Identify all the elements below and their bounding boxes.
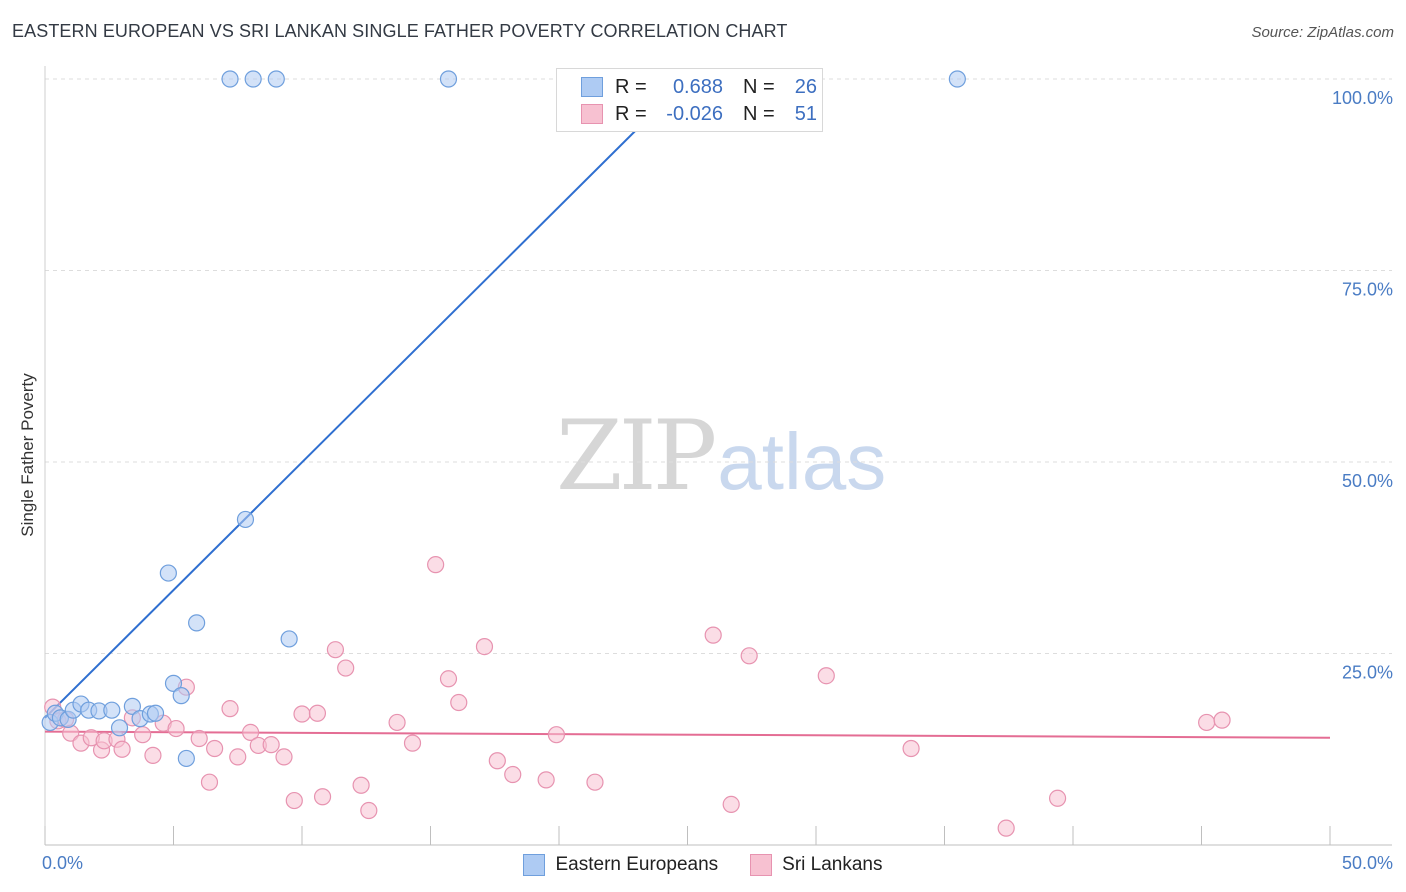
- point-sri-lankan: [439, 670, 458, 688]
- watermark-zip: ZIP: [556, 400, 717, 512]
- series-legend-eastern-europeans[interactable]: Eastern Europeans: [523, 854, 718, 876]
- point-sri-lankan: [313, 788, 332, 806]
- axes: [44, 66, 1392, 846]
- point-sri-lankan: [308, 704, 327, 722]
- y-tick-label: 100.0%: [1332, 88, 1393, 108]
- point-eastern-european: [177, 749, 195, 768]
- series-legend-sri-lankans[interactable]: Sri Lankans: [750, 854, 883, 876]
- series-swatch-pink: [750, 854, 773, 876]
- point-sri-lankan: [586, 773, 604, 791]
- point-sri-lankan: [221, 700, 239, 718]
- point-eastern-european: [146, 704, 165, 722]
- point-sri-lankan: [504, 765, 522, 784]
- legend-n-value: 51: [794, 102, 817, 125]
- trend-line-sri-lankans: [44, 730, 1331, 739]
- series-legend-label: Eastern Europeans: [555, 854, 719, 875]
- legend-r-label: R =: [615, 75, 647, 98]
- point-sri-lankan: [403, 734, 422, 752]
- point-sri-lankan: [817, 667, 835, 685]
- source-credit: Source: ZipAtlas.com: [1251, 24, 1394, 41]
- point-eastern-european: [280, 630, 298, 648]
- point-sri-lankan: [134, 726, 152, 744]
- point-sri-lankan: [450, 693, 468, 712]
- point-eastern-european: [244, 70, 262, 88]
- point-sri-lankan: [902, 739, 920, 758]
- point-sri-lankan: [167, 719, 185, 738]
- watermark-atlas: atlas: [717, 417, 887, 506]
- y-tick-label: 50.0%: [1342, 471, 1393, 491]
- series-legend-label: Sri Lankans: [782, 854, 883, 875]
- point-sri-lankan: [200, 773, 219, 791]
- point-eastern-european: [948, 70, 966, 88]
- point-sri-lankan: [113, 740, 131, 758]
- point-sri-lankan: [360, 801, 378, 820]
- point-eastern-european: [110, 719, 129, 737]
- point-sri-lankan: [206, 739, 224, 758]
- point-sri-lankan: [1213, 711, 1231, 729]
- point-sri-lankan: [337, 659, 355, 677]
- point-eastern-european: [188, 614, 206, 632]
- legend-r-label: R =: [615, 102, 647, 125]
- point-sri-lankan: [144, 746, 162, 764]
- chart-title: EASTERN EUROPEAN VS SRI LANKAN SINGLE FA…: [12, 21, 788, 41]
- point-eastern-european: [267, 70, 285, 88]
- series-swatch-blue: [523, 854, 546, 876]
- point-sri-lankan: [242, 723, 260, 741]
- point-sri-lankan: [229, 748, 247, 766]
- point-sri-lankan: [427, 556, 445, 574]
- point-eastern-european: [164, 674, 183, 692]
- x-tick-label: 0.0%: [42, 853, 83, 873]
- point-eastern-european: [103, 701, 121, 719]
- legend-r-value: 0.688: [672, 75, 723, 98]
- tick-labels: 25.0% 50.0% 75.0% 100.0% 0.0% 50.0%: [42, 88, 1393, 873]
- y-tick-label: 75.0%: [1342, 280, 1393, 300]
- point-sri-lankan: [388, 713, 406, 732]
- point-sri-lankan: [293, 705, 311, 723]
- point-eastern-european: [236, 510, 255, 529]
- legend-r-value: -0.026: [666, 102, 723, 125]
- point-sri-lankan: [488, 752, 506, 770]
- watermark: ZIPatlas: [556, 400, 886, 512]
- legend-swatch-blue: [581, 77, 603, 97]
- point-sri-lankan: [722, 795, 740, 814]
- point-sri-lankan: [475, 638, 494, 656]
- x-tick-label: 50.0%: [1342, 853, 1393, 873]
- point-sri-lankan: [740, 647, 758, 665]
- series-legend: Eastern Europeans Sri Lankans: [0, 852, 1406, 878]
- data-points: [41, 70, 1231, 837]
- point-eastern-european: [159, 564, 177, 582]
- point-sri-lankan: [547, 726, 566, 744]
- legend-n-label: N =: [743, 102, 775, 125]
- point-sri-lankan: [352, 776, 370, 794]
- point-sri-lankan: [997, 819, 1015, 837]
- point-sri-lankan: [190, 729, 208, 748]
- legend-n-label: N =: [743, 75, 775, 98]
- point-sri-lankan: [275, 748, 293, 766]
- y-tick-label: 25.0%: [1342, 663, 1393, 683]
- trend-lines: [44, 78, 1331, 739]
- point-sri-lankan: [1198, 713, 1216, 732]
- legend-row-eastern-europeans: R = 0.688 N = 26: [581, 74, 817, 100]
- point-eastern-european: [123, 697, 141, 715]
- legend-swatch-pink: [581, 104, 603, 124]
- point-sri-lankan: [262, 736, 280, 754]
- point-eastern-european: [172, 687, 190, 705]
- correlation-legend: R = 0.688 N = 26 R = -0.026 N = 51: [556, 68, 823, 132]
- legend-n-value: 26: [794, 75, 817, 98]
- grid-lines: [45, 78, 1392, 654]
- point-sri-lankan: [704, 626, 722, 644]
- trend-line-eastern-europeans: [44, 78, 689, 719]
- point-sri-lankan: [537, 771, 555, 789]
- legend-row-sri-lankans: R = -0.026 N = 51: [581, 101, 817, 127]
- point-sri-lankan: [285, 791, 303, 810]
- point-sri-lankan: [1048, 789, 1067, 807]
- point-eastern-european: [439, 70, 458, 88]
- point-sri-lankan: [326, 641, 345, 659]
- point-eastern-european: [221, 70, 239, 88]
